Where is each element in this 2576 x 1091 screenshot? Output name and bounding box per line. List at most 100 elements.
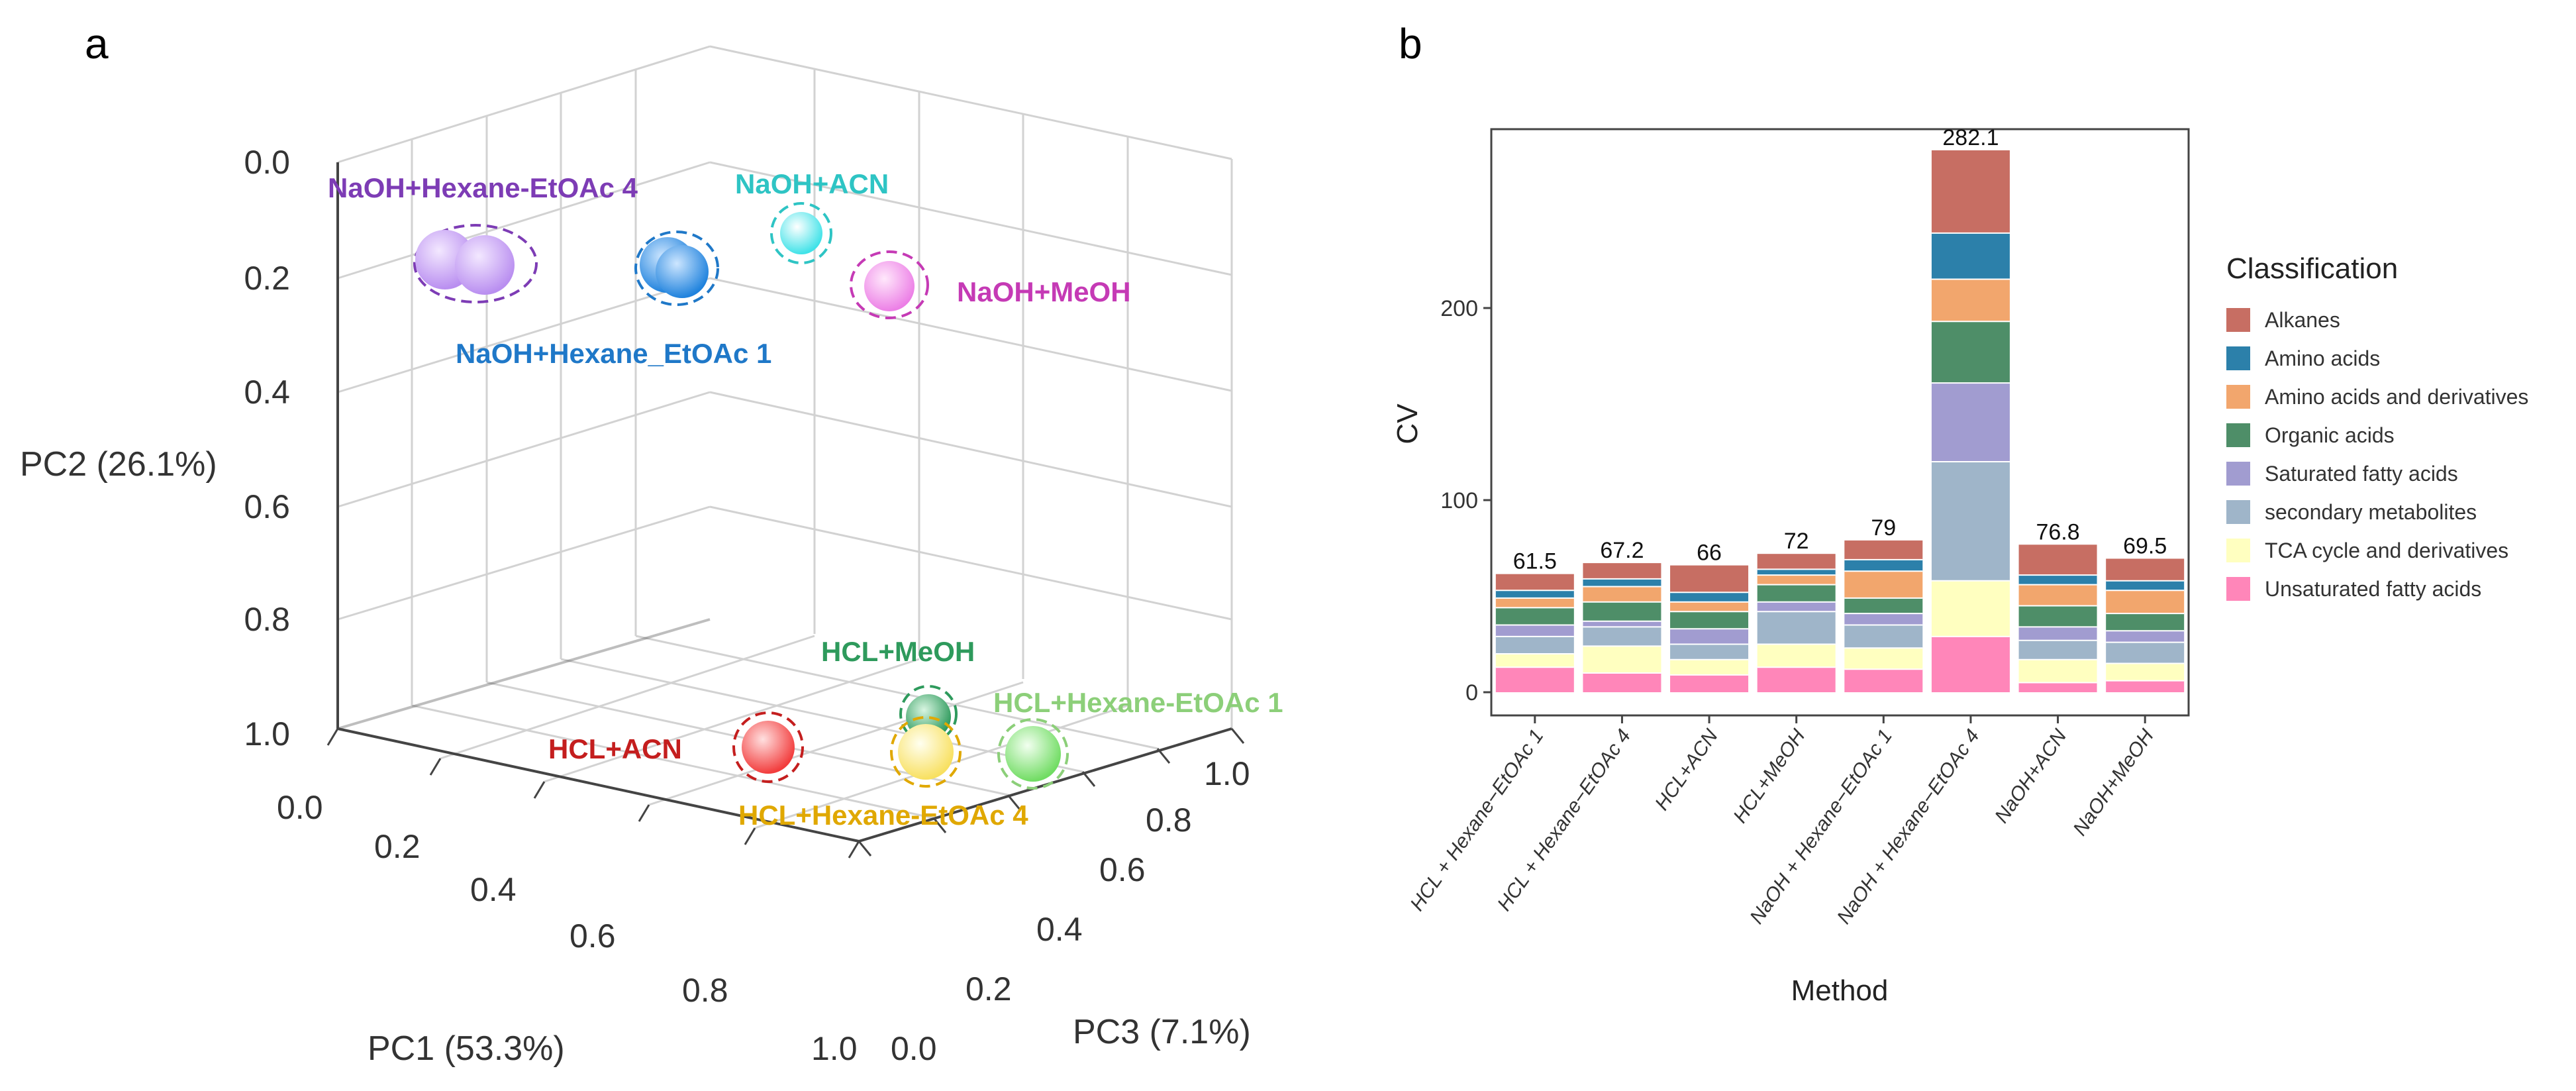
bar-segment <box>2106 631 2185 643</box>
bar-segment <box>1583 586 1661 602</box>
bar-total-label: 72 <box>1784 529 1809 554</box>
bar-segment <box>2106 613 2185 631</box>
bar-segment <box>2018 640 2097 660</box>
label-naoh-meoh: NaOH+MeOH <box>957 276 1131 307</box>
y-tick-label: 100 <box>1440 488 1478 513</box>
stacked-bars <box>1495 150 2185 692</box>
bar-segment <box>1931 580 2010 637</box>
pc3-tick: 0.0 <box>891 1030 937 1067</box>
bar-segment <box>1583 621 1661 627</box>
legend-label: Alkanes <box>2265 308 2340 332</box>
bar-segment <box>1844 613 1923 625</box>
bar-segment <box>1757 644 1836 668</box>
bar-segment <box>1583 578 1661 587</box>
pc3-tick-labels: 0.0 0.2 0.4 0.6 0.8 1.0 <box>858 728 1250 1067</box>
pc2-tick: 0.6 <box>244 488 290 525</box>
bar-segment <box>1670 592 1749 602</box>
legend-label: secondary metabolites <box>2265 500 2477 524</box>
bar-segment <box>1844 597 1923 614</box>
bar-segment <box>1757 667 1836 692</box>
bar-segment <box>2106 680 2185 692</box>
bar-segment <box>1931 321 2010 384</box>
x-axis-label: Method <box>1791 974 1889 1007</box>
bar-segment <box>1931 636 2010 692</box>
bar-segment <box>1757 569 1836 576</box>
bar-segment <box>2106 558 2185 581</box>
label-naoh-hexane-etoac-4: NaOH+Hexane-EtOAc 4 <box>328 172 638 203</box>
bar-segment <box>1583 646 1661 673</box>
y-tick-label: 200 <box>1440 296 1478 321</box>
bar-segment <box>1844 648 1923 670</box>
bar-segment <box>1495 625 1574 637</box>
marker-naoh-meoh <box>850 250 929 319</box>
panel-a-3d-pca: a <box>20 20 1283 1068</box>
bar-segment <box>1495 636 1574 654</box>
pc1-tick: 1.0 <box>811 1030 858 1067</box>
right-wall-grid <box>709 45 1233 729</box>
pc3-tick: 0.8 <box>1146 802 1192 839</box>
label-naoh-acn: NaOH+ACN <box>735 168 889 199</box>
pc2-tick-labels: 0.0 0.2 0.4 0.6 0.8 1.0 <box>244 144 290 753</box>
marker-hcl-acn <box>732 711 804 783</box>
bar-segment <box>1844 540 1923 560</box>
pc1-tick: 0.2 <box>374 828 421 865</box>
marker-naoh-acn <box>770 202 832 264</box>
x-tick-label: HCL+ACN <box>1651 725 1722 815</box>
pc2-tick: 0.4 <box>244 374 290 411</box>
bar-segment <box>1670 659 1749 675</box>
legend-swatch <box>2226 385 2250 409</box>
bar-segment <box>1495 607 1574 625</box>
label-hcl-acn: HCL+ACN <box>548 733 682 764</box>
bar-total-label: 66 <box>1697 541 1722 566</box>
legend-label: Amino acids and derivatives <box>2265 385 2528 409</box>
bar-segment <box>1931 383 2010 462</box>
legend-label: Organic acids <box>2265 423 2395 447</box>
bar-segment <box>1583 601 1661 621</box>
bar-segment <box>2018 659 2097 683</box>
bar-segment <box>1495 574 1574 591</box>
panel-a-letter: a <box>85 20 109 68</box>
marker-naoh-hexane-etoac-4 <box>413 224 538 303</box>
bar-segment <box>1495 590 1574 598</box>
bar-segment <box>2018 584 2097 606</box>
marker-naoh-hexane-etoac-1 <box>634 231 719 306</box>
group-labels: NaOH+Hexane-EtOAc 4 NaOH+Hexane_EtOAc 1 … <box>328 168 1283 831</box>
label-hcl-hexane-etoac-4: HCL+Hexane-EtOAc 4 <box>738 800 1028 831</box>
pc2-tick: 0.0 <box>244 144 290 181</box>
pc3-tick: 0.4 <box>1036 911 1083 948</box>
bar-segment <box>2018 682 2097 692</box>
bar-segment <box>2018 605 2097 627</box>
legend-title: Classification <box>2226 252 2398 285</box>
bar-segment <box>1670 601 1749 612</box>
label-naoh-hexane-etoac-1: NaOH+Hexane_EtOAc 1 <box>456 338 771 369</box>
legend-swatch <box>2226 308 2250 332</box>
legend-swatch <box>2226 346 2250 370</box>
bar-segment <box>2106 663 2185 681</box>
panel-b-letter: b <box>1399 20 1422 68</box>
bar-total-label: 282.1 <box>1942 125 1999 150</box>
bar-segment <box>1670 629 1749 645</box>
bar-segment <box>1757 575 1836 585</box>
bar-segment <box>2018 627 2097 641</box>
panel-b-stacked-bar: b CV Method 0 100 200 61.5 67.2 66 72 79 282.1 7… <box>1391 20 2528 1007</box>
bar-total-label: 67.2 <box>1600 538 1644 563</box>
label-hcl-hexane-etoac-1: HCL+Hexane-EtOAc 1 <box>993 687 1283 718</box>
x-tick-label: NaOH + Hexane−EtOAc 1 <box>1746 725 1897 928</box>
bar-segment <box>1583 563 1661 579</box>
bar-segment <box>1495 654 1574 668</box>
marker-hcl-hexane-etoac-1 <box>997 718 1069 790</box>
bar-segment <box>2106 642 2185 664</box>
pc2-axis-label: PC2 (26.1%) <box>20 445 217 484</box>
bar-segment <box>1757 584 1836 602</box>
x-tick-label: NaOH + Hexane−EtOAc 4 <box>1833 725 1984 928</box>
marker-hcl-hexane-etoac-4 <box>890 716 962 788</box>
bar-segment <box>1931 233 2010 280</box>
bar-segment <box>1495 667 1574 692</box>
bar-segment <box>1931 150 2010 233</box>
pc2-tick: 0.8 <box>244 601 290 638</box>
pc1-tick-labels: 0.0 0.2 0.4 0.6 0.8 1.0 <box>277 728 860 1067</box>
bar-segment <box>1844 625 1923 649</box>
bar-total-label: 61.5 <box>1513 549 1557 574</box>
